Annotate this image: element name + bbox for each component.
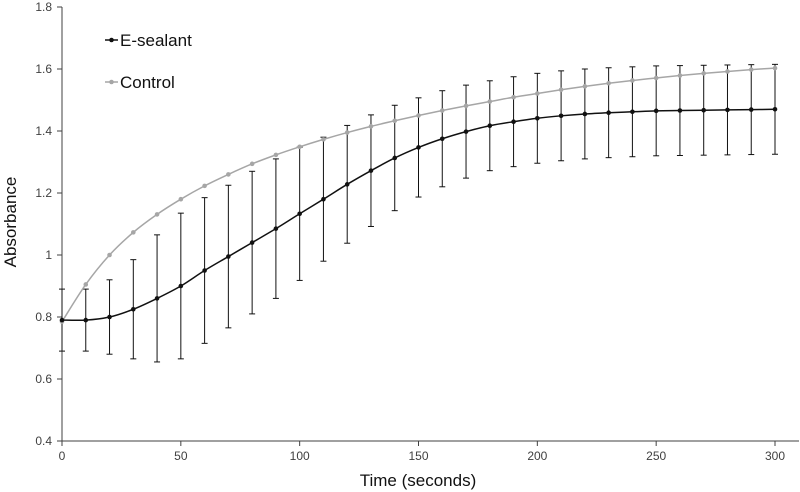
- data-point-e-sealant: [226, 254, 231, 259]
- x-tick-label: 0: [59, 449, 66, 463]
- y-tick-label: 0.6: [35, 372, 52, 386]
- data-point-control: [653, 75, 659, 81]
- data-point-control: [677, 73, 683, 78]
- x-tick-label: 300: [765, 449, 785, 463]
- x-tick-label: 250: [646, 449, 666, 463]
- data-point-control: [249, 161, 255, 167]
- data-point-control: [439, 108, 445, 113]
- data-point-e-sealant: [701, 107, 706, 113]
- data-point-control: [606, 80, 611, 86]
- data-point-control: [463, 103, 469, 109]
- x-tick-label: 200: [527, 449, 547, 463]
- data-point-control: [701, 71, 706, 76]
- series-points: [59, 65, 778, 324]
- error-bars: [59, 63, 778, 363]
- legend-label-e-sealant: E-sealant: [120, 31, 192, 50]
- data-point-control: [107, 252, 112, 258]
- data-point-e-sealant: [582, 111, 588, 117]
- data-point-e-sealant: [249, 240, 255, 245]
- y-tick-label: 1.2: [35, 186, 52, 200]
- legend-marker-control: [109, 79, 114, 85]
- y-tick-label: 1: [45, 248, 52, 262]
- data-point-e-sealant: [416, 145, 421, 150]
- data-point-control: [630, 78, 635, 83]
- x-axis-title: Time (seconds): [360, 471, 477, 490]
- data-point-e-sealant: [463, 129, 469, 134]
- data-point-control: [535, 91, 540, 96]
- data-point-e-sealant: [511, 119, 516, 124]
- data-point-e-sealant: [154, 296, 160, 301]
- data-point-e-sealant: [630, 109, 635, 115]
- x-tick-label: 100: [290, 449, 310, 463]
- data-point-control: [321, 137, 326, 142]
- data-point-e-sealant: [748, 107, 754, 112]
- data-point-e-sealant: [59, 317, 65, 323]
- data-point-e-sealant: [273, 226, 279, 231]
- data-point-control: [487, 99, 493, 104]
- data-point-e-sealant: [487, 123, 493, 129]
- data-point-control: [772, 65, 778, 71]
- data-point-e-sealant: [202, 268, 207, 273]
- y-tick-label: 0.4: [35, 434, 52, 448]
- legend-item-control: Control: [105, 73, 175, 92]
- x-tick-label: 50: [174, 449, 188, 463]
- data-point-e-sealant: [725, 107, 730, 113]
- data-point-e-sealant: [131, 306, 136, 312]
- data-point-control: [344, 130, 350, 135]
- data-point-control: [558, 87, 564, 93]
- legend-item-e-sealant: E-sealant: [105, 31, 192, 50]
- data-point-control: [748, 67, 754, 72]
- data-point-e-sealant: [297, 211, 302, 217]
- y-tick-label: 1.4: [35, 124, 52, 138]
- data-point-control: [725, 69, 730, 74]
- legend-marker-e-sealant: [109, 37, 114, 43]
- y-tick-label: 1.8: [35, 0, 52, 14]
- data-point-control: [202, 183, 207, 189]
- data-point-control: [226, 172, 231, 177]
- data-point-e-sealant: [606, 110, 611, 116]
- data-point-control: [392, 118, 398, 124]
- data-point-e-sealant: [653, 108, 659, 114]
- y-axis-title: Absorbance: [1, 177, 20, 268]
- data-point-control: [582, 84, 588, 89]
- data-point-e-sealant: [178, 283, 184, 289]
- legend-label-control: Control: [120, 73, 175, 92]
- data-point-e-sealant: [321, 196, 326, 202]
- x-tick-label: 150: [408, 449, 428, 463]
- legend: E-sealant Control: [105, 31, 192, 92]
- data-point-e-sealant: [344, 182, 350, 187]
- data-point-e-sealant: [558, 113, 564, 119]
- data-point-control: [297, 144, 302, 150]
- data-point-e-sealant: [439, 136, 445, 142]
- data-point-control: [273, 152, 279, 158]
- data-point-e-sealant: [368, 168, 374, 173]
- y-tick-label: 1.6: [35, 62, 52, 76]
- axes: [61, 7, 799, 442]
- data-point-e-sealant: [107, 314, 112, 320]
- data-point-e-sealant: [392, 155, 398, 161]
- data-point-control: [83, 282, 89, 287]
- data-point-control: [178, 196, 184, 202]
- x-ticks: 0 50 100 150 200 250 300: [59, 441, 785, 463]
- data-point-control: [511, 94, 516, 100]
- data-point-control: [154, 212, 160, 217]
- data-point-e-sealant: [772, 107, 778, 112]
- data-point-control: [131, 230, 136, 235]
- data-point-e-sealant: [535, 115, 540, 121]
- y-tick-label: 0.8: [35, 310, 52, 324]
- data-point-control: [416, 113, 421, 118]
- data-point-control: [368, 124, 374, 129]
- data-point-e-sealant: [677, 108, 683, 113]
- y-ticks: 0.4 0.6 0.8 1 1.2 1.4 1.6 1.8: [35, 0, 62, 448]
- data-point-e-sealant: [83, 317, 89, 323]
